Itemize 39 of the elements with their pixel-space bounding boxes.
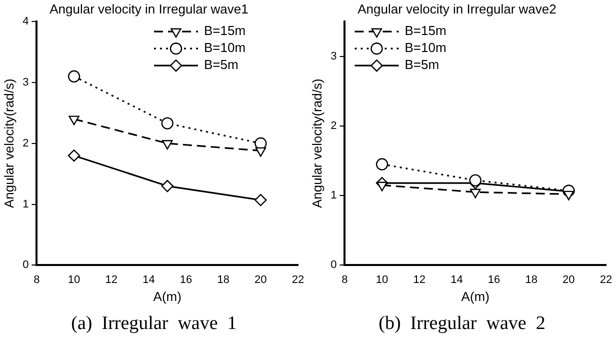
x-tick-label: 16: [180, 274, 192, 286]
y-tick-label: 0: [330, 259, 337, 272]
y-tick-label: 2: [330, 120, 337, 132]
x-tick-label: 18: [525, 274, 538, 286]
x-tick-label: 22: [600, 274, 612, 286]
y-tick-label: 3: [330, 50, 337, 62]
y-tick-label: 4: [22, 16, 29, 28]
x-tick-label: 12: [105, 274, 118, 286]
x-tick-label: 20: [562, 274, 575, 286]
x-tick-label: 12: [413, 274, 426, 286]
x-axis-title: A(m): [153, 288, 182, 304]
x-tick-label: 16: [488, 274, 500, 286]
y-tick-label: 3: [22, 76, 29, 89]
x-tick-label: 8: [342, 274, 348, 286]
x-tick-label: 20: [254, 274, 267, 286]
chart-title: Angular velocity in Irregular wave1: [50, 1, 248, 16]
chart-title: Angular velocity in Irregular wave2: [358, 1, 556, 16]
x-tick-label: 10: [376, 274, 388, 286]
x-tick-label: 14: [142, 274, 155, 286]
legend-label: B=15m: [404, 23, 446, 38]
y-tick-label: 2: [22, 137, 29, 150]
legend-label: B=10m: [204, 40, 246, 56]
x-tick-label: 8: [34, 274, 40, 286]
y-axis-title: Angular velocity(rad/s): [1, 78, 16, 208]
x-axis-title: A(m): [461, 288, 490, 304]
legend-label: B=15m: [204, 23, 246, 38]
legend-label: B=5m: [404, 57, 440, 72]
x-tick-label: 14: [450, 274, 463, 286]
x-tick-label: 10: [68, 274, 80, 286]
y-tick-label: 1: [330, 190, 337, 202]
text: (a) Irregular wave 1: [71, 313, 237, 335]
x-tick-label: 22: [292, 274, 304, 286]
text: (b) Irregular wave 2: [378, 313, 546, 335]
x-tick-label: 18: [217, 274, 230, 286]
legend-label: B=5m: [204, 57, 238, 72]
legend-label: B=10m: [404, 40, 446, 56]
y-tick-label: 0: [22, 259, 29, 272]
y-axis-title: Angular velocity(rad/s): [309, 78, 324, 208]
y-tick-label: 1: [22, 198, 29, 210]
